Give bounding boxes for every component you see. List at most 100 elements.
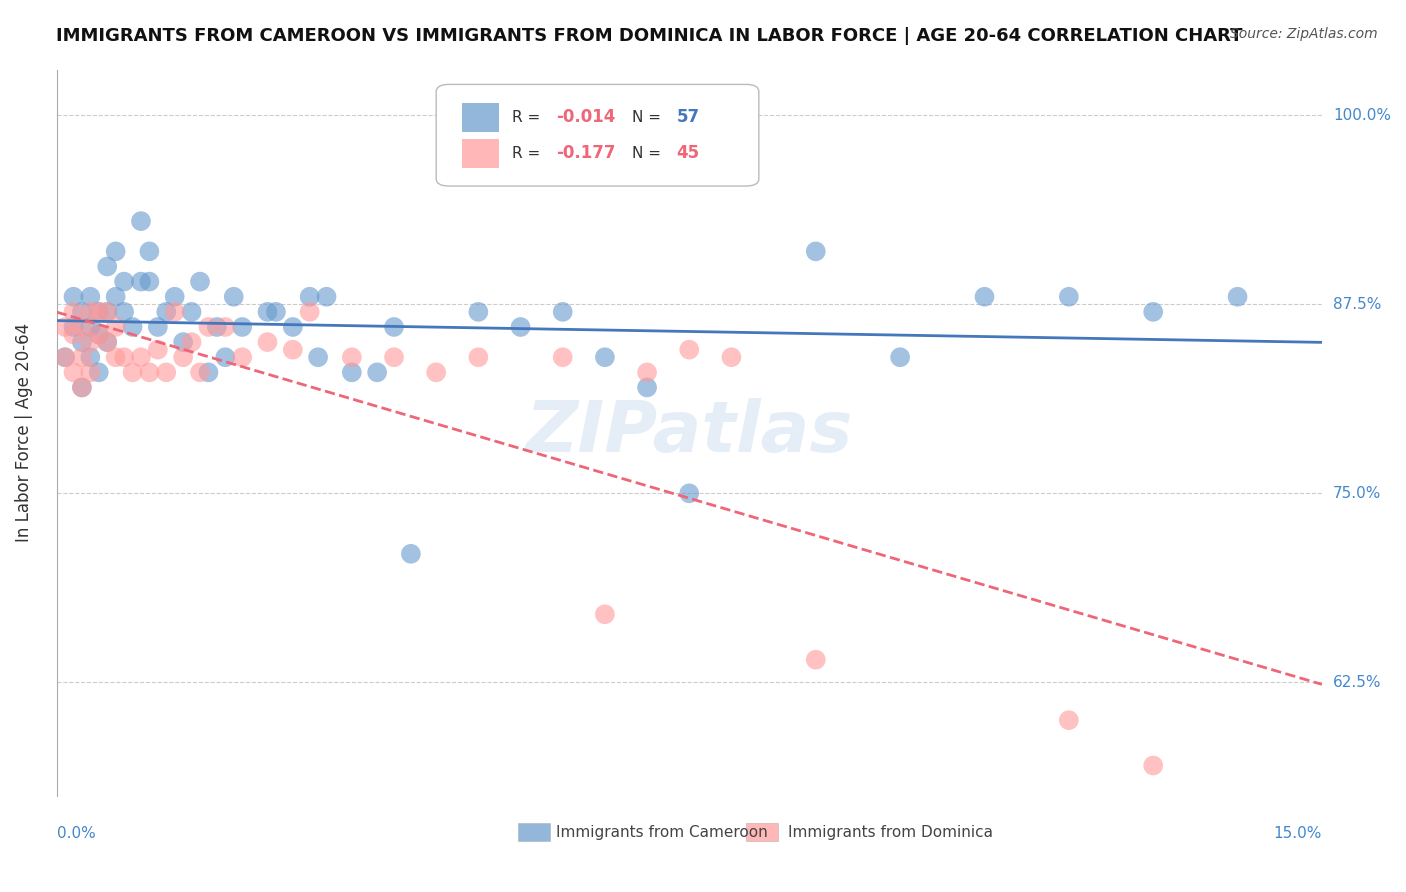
Point — [1057, 713, 1080, 727]
Point — [121, 320, 143, 334]
Point — [62, 305, 84, 319]
Text: -0.177: -0.177 — [557, 145, 616, 162]
Text: ZIPatlas: ZIPatlas — [526, 399, 853, 467]
Point — [87, 305, 110, 319]
Point — [104, 290, 127, 304]
Point — [112, 275, 135, 289]
Text: 87.5%: 87.5% — [1333, 297, 1381, 312]
Point — [96, 305, 118, 319]
Text: N =: N = — [633, 146, 661, 161]
Point — [104, 244, 127, 259]
Point — [70, 380, 93, 394]
Point — [593, 350, 616, 364]
Point — [678, 343, 700, 357]
Point — [264, 305, 287, 319]
Point — [79, 320, 101, 334]
Point — [214, 320, 236, 334]
Point — [138, 275, 160, 289]
Point — [180, 305, 202, 319]
Point — [87, 327, 110, 342]
Text: N =: N = — [633, 110, 661, 125]
Point — [79, 290, 101, 304]
Point — [399, 547, 422, 561]
Point — [678, 486, 700, 500]
Point — [340, 350, 363, 364]
Point — [129, 275, 152, 289]
Point — [112, 350, 135, 364]
Point — [96, 335, 118, 350]
Point — [382, 350, 405, 364]
Point — [146, 320, 169, 334]
Point — [205, 320, 228, 334]
Point — [889, 350, 911, 364]
Point — [197, 365, 219, 379]
Point — [366, 365, 388, 379]
Text: 45: 45 — [676, 145, 700, 162]
Point — [96, 335, 118, 350]
Point — [804, 653, 827, 667]
Point — [636, 365, 658, 379]
Point — [146, 343, 169, 357]
Text: IMMIGRANTS FROM CAMEROON VS IMMIGRANTS FROM DOMINICA IN LABOR FORCE | AGE 20-64 : IMMIGRANTS FROM CAMEROON VS IMMIGRANTS F… — [56, 27, 1243, 45]
FancyBboxPatch shape — [519, 823, 550, 841]
Point — [138, 365, 160, 379]
Point — [214, 350, 236, 364]
Point — [1057, 290, 1080, 304]
Point — [188, 365, 211, 379]
Point — [1142, 305, 1164, 319]
Point — [129, 214, 152, 228]
Point — [425, 365, 447, 379]
Text: Immigrants from Cameroon: Immigrants from Cameroon — [557, 824, 768, 839]
Point — [551, 350, 574, 364]
Point — [104, 320, 127, 334]
Point — [298, 290, 321, 304]
Point — [298, 305, 321, 319]
Point — [70, 335, 93, 350]
Text: 15.0%: 15.0% — [1274, 826, 1322, 841]
Text: 100.0%: 100.0% — [1333, 108, 1391, 123]
Point — [96, 260, 118, 274]
Point — [172, 335, 194, 350]
Point — [231, 350, 253, 364]
FancyBboxPatch shape — [461, 103, 499, 132]
Point — [197, 320, 219, 334]
Text: 62.5%: 62.5% — [1333, 675, 1382, 690]
Point — [593, 607, 616, 622]
Text: Immigrants from Dominica: Immigrants from Dominica — [787, 824, 993, 839]
Point — [180, 335, 202, 350]
Point — [188, 275, 211, 289]
Text: -0.014: -0.014 — [557, 108, 616, 126]
Point — [1142, 758, 1164, 772]
Point — [112, 305, 135, 319]
Point — [79, 335, 101, 350]
Point — [70, 380, 93, 394]
Point — [121, 365, 143, 379]
Y-axis label: In Labor Force | Age 20-64: In Labor Force | Age 20-64 — [15, 323, 32, 542]
Point — [62, 320, 84, 334]
Point — [155, 305, 177, 319]
Point — [138, 244, 160, 259]
Point — [467, 305, 489, 319]
Point — [222, 290, 245, 304]
Point — [70, 305, 93, 319]
Point — [256, 335, 278, 350]
Point — [79, 365, 101, 379]
Point — [79, 350, 101, 364]
Point — [551, 305, 574, 319]
Point — [155, 365, 177, 379]
Point — [509, 320, 531, 334]
Point — [315, 290, 337, 304]
Point — [62, 290, 84, 304]
Point — [62, 327, 84, 342]
Point — [129, 350, 152, 364]
Point — [163, 305, 186, 319]
Point — [382, 320, 405, 334]
Point — [281, 343, 304, 357]
Point — [1226, 290, 1249, 304]
Point — [53, 350, 76, 364]
Point — [87, 365, 110, 379]
Point — [340, 365, 363, 379]
Point — [53, 350, 76, 364]
FancyBboxPatch shape — [461, 139, 499, 168]
Point — [163, 290, 186, 304]
